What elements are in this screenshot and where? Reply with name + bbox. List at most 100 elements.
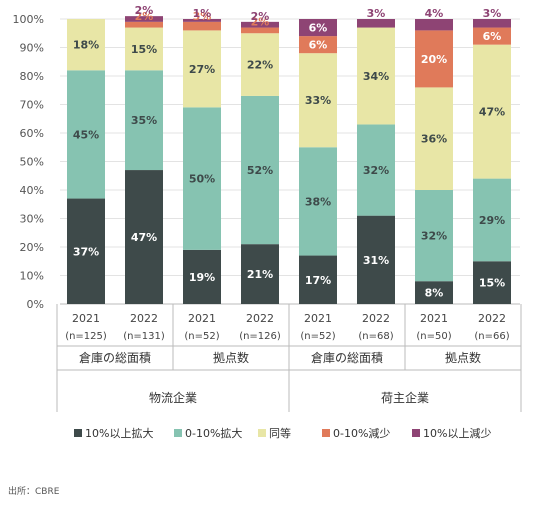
data-label: 21%	[247, 268, 273, 281]
data-label: 36%	[421, 133, 447, 146]
bar-segment	[67, 198, 105, 304]
y-tick-label: 60%	[20, 127, 44, 140]
y-tick-label: 100%	[13, 13, 44, 26]
legend-label: 0-10%減少	[333, 426, 390, 440]
category-n-label: (n=126)	[239, 331, 281, 342]
group-label: 拠点数	[445, 350, 481, 365]
data-label: 18%	[73, 39, 99, 52]
category-year-label: 2021	[420, 312, 448, 325]
y-axis: 0% 10% 20% 30% 40% 50% 60% 70% 80% 90% 100%	[13, 13, 44, 311]
data-label: 3%	[367, 7, 386, 20]
legend-label: 同等	[269, 426, 291, 440]
bar-segment	[125, 21, 163, 28]
bar-segment	[357, 19, 395, 28]
bar-segment	[299, 19, 337, 37]
data-label: 2%	[135, 4, 154, 17]
bar-segment	[473, 178, 511, 262]
bar-segment	[357, 27, 395, 125]
data-label: 17%	[305, 274, 331, 287]
data-label: 15%	[479, 277, 505, 290]
category-year-label: 2022	[246, 312, 274, 325]
data-label: 6%	[483, 30, 502, 43]
data-label: 29%	[479, 214, 505, 227]
bar-segment	[183, 107, 221, 250]
bar-segment	[241, 244, 279, 304]
bars	[67, 16, 511, 304]
group-label: 倉庫の総面積	[311, 350, 383, 365]
data-label: 22%	[247, 59, 273, 72]
category-n-label: (n=66)	[474, 331, 509, 342]
bar-segment	[473, 44, 511, 179]
category-year-label: 2022	[130, 312, 158, 325]
bar-segment	[415, 87, 453, 190]
data-label: 31%	[363, 254, 389, 267]
data-label: 3%	[483, 7, 502, 20]
y-tick-label: 90%	[20, 42, 44, 55]
group-label: 倉庫の総面積	[79, 350, 151, 365]
bar-segment	[125, 170, 163, 304]
data-label: 35%	[131, 114, 157, 127]
bar-segment	[299, 255, 337, 304]
data-label: 37%	[73, 245, 99, 258]
data-label: 47%	[131, 231, 157, 244]
bar-segment	[241, 27, 279, 34]
category-n-label: (n=68)	[358, 331, 393, 342]
data-label: 15%	[131, 43, 157, 56]
bar-segment	[415, 190, 453, 282]
data-label: 50%	[189, 173, 215, 186]
data-label: 32%	[421, 230, 447, 243]
bar-segment	[415, 30, 453, 88]
y-tick-label: 30%	[20, 213, 44, 226]
data-label: 19%	[189, 271, 215, 284]
category-n-label: (n=50)	[416, 331, 451, 342]
bar-segment	[415, 19, 453, 31]
data-label: 6%	[309, 22, 328, 35]
data-label: 1%	[193, 7, 212, 20]
y-tick-label: 10%	[20, 270, 44, 283]
bar-segment	[299, 36, 337, 54]
bar-segment	[183, 30, 221, 108]
bar-segment	[473, 261, 511, 304]
y-tick-label: 40%	[20, 184, 44, 197]
data-label: 4%	[425, 7, 444, 20]
data-label: 38%	[305, 195, 331, 208]
y-tick-label: 80%	[20, 70, 44, 83]
bar-segment	[183, 249, 221, 304]
data-label: 2%	[251, 10, 270, 23]
category-n-label: (n=131)	[123, 331, 165, 342]
legend-label: 10%以上拡大	[85, 426, 153, 440]
group-label: 拠点数	[213, 350, 249, 365]
bar-segment	[357, 215, 395, 304]
data-label: 8%	[425, 287, 444, 300]
bar-segment	[241, 21, 279, 28]
legend-swatch	[412, 429, 420, 437]
data-label: 27%	[189, 63, 215, 76]
bar-segment	[241, 33, 279, 96]
bar-segment	[67, 70, 105, 199]
data-label: 34%	[363, 70, 389, 83]
legend: 10%以上拡大 0-10%拡大 同等 0-10%減少 10%以上減少	[74, 426, 491, 440]
category-year-label: 2021	[188, 312, 216, 325]
y-tick-label: 0%	[27, 298, 44, 311]
legend-swatch	[174, 429, 182, 437]
data-label: 20%	[421, 53, 447, 66]
bar-segment	[415, 281, 453, 304]
legend-label: 10%以上減少	[423, 426, 491, 440]
bar-segment	[183, 21, 221, 31]
data-label: 3%	[193, 10, 212, 23]
data-label: 6%	[309, 39, 328, 52]
bar-segment	[357, 124, 395, 216]
legend-swatch	[322, 429, 330, 437]
bar-segment	[125, 16, 163, 22]
data-label: 47%	[479, 106, 505, 119]
category-n-label: (n=52)	[300, 331, 335, 342]
data-label: 32%	[363, 164, 389, 177]
y-tick-label: 70%	[20, 99, 44, 112]
y-tick-label: 20%	[20, 241, 44, 254]
group-label: 荷主企業	[381, 390, 429, 405]
data-label: 33%	[305, 94, 331, 107]
bar-segment	[473, 27, 511, 45]
data-label: 52%	[247, 164, 273, 177]
data-label: 2%	[251, 16, 270, 29]
